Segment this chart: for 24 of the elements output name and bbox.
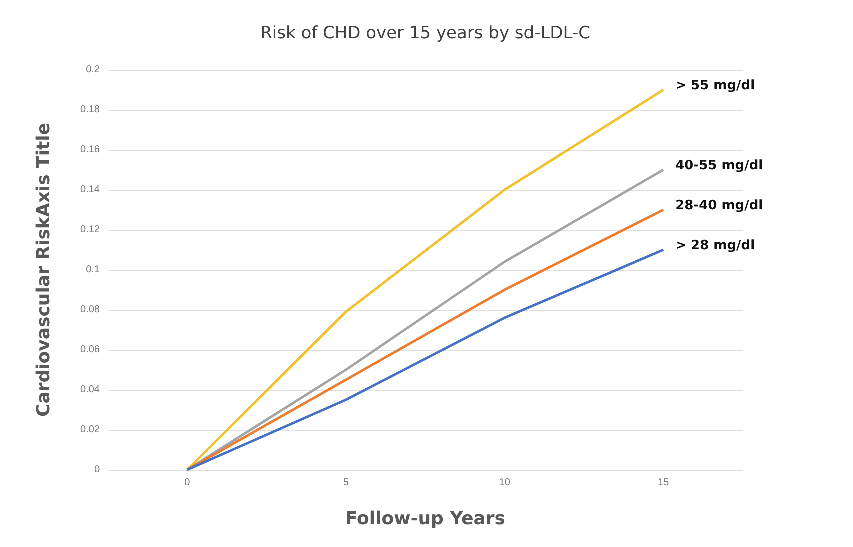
series-label: 40-55 mg/dl: [676, 158, 764, 174]
y-tick-label: 0.16: [80, 144, 100, 156]
line-series: [186, 88, 665, 472]
series-label: 28-40 mg/dl: [676, 198, 764, 214]
x-tick-label: 0: [184, 478, 191, 488]
x-tick-label: 15: [658, 478, 670, 488]
series-label: > 55 mg/dl: [676, 78, 756, 94]
y-tick-label: 0.12: [80, 224, 100, 236]
y-axis-title: Cardiovascular RiskAxis Title: [34, 122, 54, 418]
y-tick-label: 0: [94, 464, 100, 476]
chart-title: Risk of CHD over 15 years by sd-LDL-C: [260, 24, 590, 44]
y-tick-label: 0.08: [80, 304, 100, 316]
x-tick-label: 10: [499, 478, 511, 488]
line-series: [186, 248, 665, 472]
y-tick-label: 0.02: [80, 424, 100, 436]
y-tick-label: 0.14: [80, 184, 100, 196]
y-tick-label: 0.2: [86, 64, 100, 76]
x-axis-title: Follow-up Years: [345, 508, 506, 530]
y-tick-label: 0.1: [86, 264, 100, 276]
series-label: > 28 mg/dl: [676, 238, 756, 254]
y-tick-label: 0.06: [80, 344, 100, 356]
y-tick-label: 0.04: [80, 384, 100, 396]
y-tick-label: 0.18: [80, 104, 100, 116]
x-tick-label: 5: [343, 478, 350, 488]
